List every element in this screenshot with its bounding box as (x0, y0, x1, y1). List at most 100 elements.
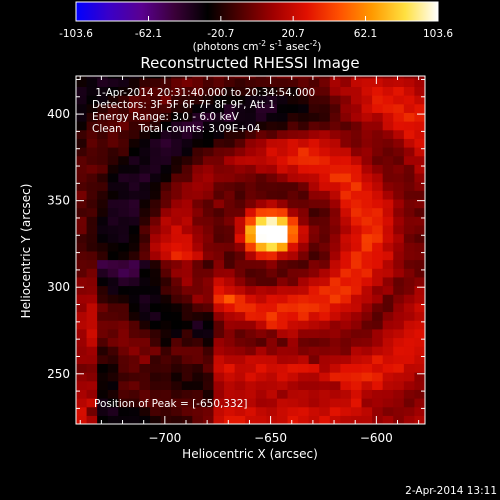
heatmap-cell (76, 242, 88, 252)
heatmap-cell (298, 95, 310, 105)
heatmap-cell (245, 164, 257, 174)
heatmap-cell (276, 363, 289, 373)
heatmap-cell (393, 406, 405, 416)
heatmap-cell (192, 294, 204, 304)
heatmap-cell (107, 233, 119, 243)
heatmap-cell (160, 86, 172, 96)
heatmap-cell (308, 380, 320, 390)
heatmap-cell (181, 224, 193, 235)
heatmap-cell (403, 216, 416, 226)
heatmap-cell (224, 138, 236, 148)
heatmap-cell (181, 337, 193, 347)
heatmap-cell (202, 294, 215, 304)
heatmap-cell (181, 216, 193, 226)
heatmap-cell (287, 164, 299, 174)
heatmap-cell (361, 198, 373, 209)
heatmap-cell (372, 354, 384, 365)
heatmap-cell (202, 354, 215, 365)
heatmap-cell (128, 389, 141, 399)
heatmap-cell (361, 276, 373, 287)
heatmap-cell (192, 328, 204, 339)
heatmap-cell (403, 77, 416, 87)
heatmap-cell (76, 294, 88, 304)
heatmap-cell (298, 76, 310, 79)
heatmap-cell (319, 268, 331, 278)
heatmap-cell (414, 207, 425, 217)
heatmap-cell (139, 337, 151, 347)
heatmap-cell (97, 146, 109, 157)
heatmap-cell (255, 216, 267, 226)
heatmap-cell (224, 198, 236, 209)
heatmap-cell (139, 415, 151, 424)
heatmap-cell (298, 346, 310, 356)
heatmap-cell (107, 406, 119, 416)
heatmap-cell (361, 398, 373, 408)
heatmap-cell (234, 112, 246, 122)
heatmap-cell (171, 320, 183, 330)
heatmap-cell (414, 76, 425, 79)
heatmap-cell (245, 294, 257, 304)
heatmap-cell (245, 181, 257, 191)
heatmap-cell (171, 181, 183, 191)
heatmap-cell (76, 268, 88, 278)
heatmap-cell (382, 129, 394, 139)
heatmap-cell (319, 276, 331, 287)
heatmap-cell (97, 311, 109, 321)
heatmap-cell (287, 294, 299, 304)
heatmap-cell (287, 138, 299, 148)
heatmap-cell (86, 172, 98, 183)
heatmap-cell (393, 216, 405, 226)
heatmap-cell (213, 76, 225, 79)
heatmap-cell (393, 311, 405, 321)
heatmap-cell (86, 328, 98, 339)
heatmap-cell (255, 354, 267, 365)
heatmap-cell (118, 268, 130, 278)
heatmap-cell (234, 103, 246, 113)
heatmap-cell (224, 112, 236, 122)
heatmap-cell (372, 224, 384, 235)
heatmap-cell (308, 398, 320, 408)
heatmap-cell (319, 129, 331, 139)
heatmap-cell (414, 346, 425, 356)
heatmap-cell (234, 224, 246, 235)
heatmap-cell (128, 363, 141, 373)
heatmap-cell (393, 250, 405, 261)
heatmap-cell (192, 216, 204, 226)
heatmap-cell (266, 181, 278, 191)
heatmap-cell (76, 285, 88, 295)
heatmap-cell (128, 406, 141, 416)
heatmap-cell (266, 138, 278, 148)
heatmap-cell (192, 337, 204, 347)
heatmap-cell (86, 198, 98, 209)
heatmap-cell (308, 354, 320, 365)
heatmap-cell (76, 164, 88, 174)
heatmap-cell (287, 268, 299, 278)
heatmap-cell (350, 389, 363, 399)
heatmap-cell (97, 207, 109, 217)
heatmap-cell (266, 216, 278, 226)
heatmap-cell (128, 198, 141, 209)
colorbar-tick-label: -103.6 (59, 28, 93, 40)
heatmap-cell (403, 285, 416, 295)
heatmap-cell (414, 285, 425, 295)
heatmap-cell (118, 346, 130, 356)
heatmap-cell (202, 250, 215, 261)
heatmap-cell (128, 250, 141, 261)
heatmap-cell (414, 380, 425, 390)
heatmap-cell (171, 337, 183, 347)
heatmap-cell (97, 415, 109, 424)
heatmap-cell (128, 164, 141, 174)
heatmap-cell (181, 164, 193, 174)
heatmap-cell (350, 354, 363, 365)
heatmap-cell (118, 77, 130, 87)
heatmap-cell (107, 155, 119, 165)
heatmap-cell (150, 302, 162, 313)
heatmap-cell (340, 398, 352, 408)
heatmap-cell (76, 328, 88, 339)
heatmap-cell (329, 337, 341, 347)
heatmap-cell (107, 95, 119, 105)
heatmap-cell (150, 250, 162, 261)
heatmap-cell (160, 146, 172, 157)
heatmap-cell (403, 372, 416, 382)
heatmap-cell (329, 190, 341, 200)
